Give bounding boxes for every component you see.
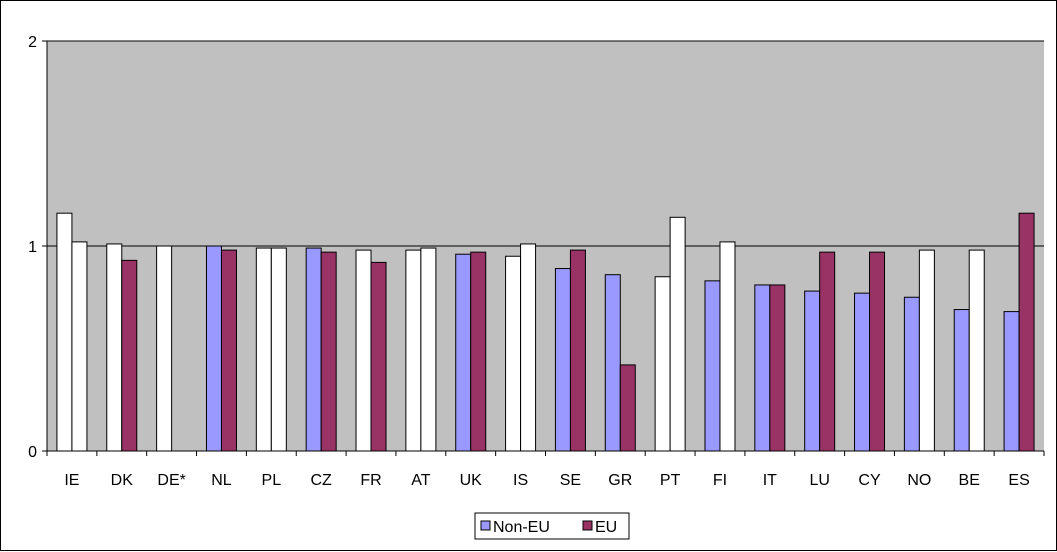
bar-non-eu-be — [953, 309, 970, 452]
bar-non-eu-lu — [804, 290, 821, 452]
x-tick-label: PL — [262, 472, 282, 489]
bar-eu-lu — [819, 251, 836, 452]
legend-label-eu: EU — [595, 519, 617, 536]
bar-eu-it — [769, 284, 786, 452]
bar-eu-gr — [619, 364, 636, 452]
x-tick-label: LU — [809, 472, 829, 489]
bar-non-eu-de — [156, 245, 173, 452]
bar-eu-cy — [869, 251, 886, 452]
x-tick-label: IE — [64, 472, 79, 489]
bar-non-eu-es — [1003, 311, 1020, 452]
x-tick-label: FI — [713, 472, 727, 489]
y-axis: 0 1 2 — [28, 34, 48, 461]
x-tick-label: ES — [1008, 472, 1029, 489]
x-tick-label: UK — [460, 472, 483, 489]
legend-swatch-eu — [582, 520, 593, 531]
bar-non-eu-dk — [106, 243, 123, 452]
x-tick-label: SE — [560, 472, 581, 489]
bar-eu-se — [569, 249, 586, 452]
bar-eu-at — [420, 247, 437, 452]
legend-label-non-eu: Non-EU — [493, 519, 550, 536]
bar-non-eu-no — [903, 296, 920, 452]
plot-area — [47, 40, 1044, 451]
bar-non-eu-ie — [56, 212, 73, 452]
bar-non-eu-se — [554, 268, 571, 452]
bar-non-eu-cz — [305, 247, 322, 452]
x-tick-label: IT — [763, 472, 777, 489]
bar-non-eu-is — [505, 255, 522, 452]
bar-eu-be — [968, 249, 985, 452]
legend: Non-EU EU — [474, 512, 630, 540]
bar-eu-fi — [719, 241, 736, 452]
bar-non-eu-pl — [255, 247, 272, 452]
bar-non-eu-pt — [654, 276, 671, 452]
bar-non-eu-fr — [355, 249, 372, 452]
bar-eu-pt — [669, 216, 686, 452]
x-tick-label: FR — [360, 472, 381, 489]
x-tick-label: GR — [608, 472, 632, 489]
x-tick-label: PT — [660, 472, 681, 489]
bar-non-eu-at — [405, 249, 422, 452]
x-tick-label: NO — [907, 472, 931, 489]
x-tick-label: DE* — [157, 472, 185, 489]
y-tick-label: 2 — [28, 34, 37, 51]
legend-swatch-non-eu — [480, 520, 491, 531]
x-tick-label: IS — [513, 472, 528, 489]
bar-eu-fr — [370, 261, 387, 452]
bar-eu-is — [520, 243, 537, 452]
x-tick-label: CZ — [311, 472, 333, 489]
bar-eu-ie — [71, 241, 88, 452]
x-axis: IE DK DE* NL PL CZ FR AT UK IS SE GR PT FI IT LU CY NO BE E… — [46, 450, 1045, 489]
bar-non-eu-nl — [205, 245, 222, 452]
y-tick-label: 1 — [28, 239, 37, 256]
x-tick-label: CY — [858, 472, 881, 489]
bar-eu-uk — [470, 251, 487, 452]
x-tick-label: DK — [111, 472, 134, 489]
y-tick-label: 0 — [28, 444, 37, 461]
bar-non-eu-gr — [604, 274, 621, 452]
bar-non-eu-it — [754, 284, 771, 452]
bar-non-eu-fi — [704, 280, 721, 452]
bars — [56, 212, 1035, 452]
bar-eu-no — [918, 249, 935, 452]
bar-non-eu-cy — [854, 292, 871, 452]
bar-non-eu-uk — [455, 253, 472, 452]
bar-eu-nl — [220, 249, 237, 452]
bar-eu-pl — [270, 247, 287, 452]
x-tick-label: AT — [411, 472, 430, 489]
legend-box — [474, 512, 630, 540]
x-tick-label: BE — [959, 472, 980, 489]
bar-eu-es — [1018, 212, 1035, 452]
x-tick-label: NL — [211, 472, 232, 489]
bar-eu-dk — [121, 259, 138, 452]
bar-eu-cz — [320, 251, 337, 452]
